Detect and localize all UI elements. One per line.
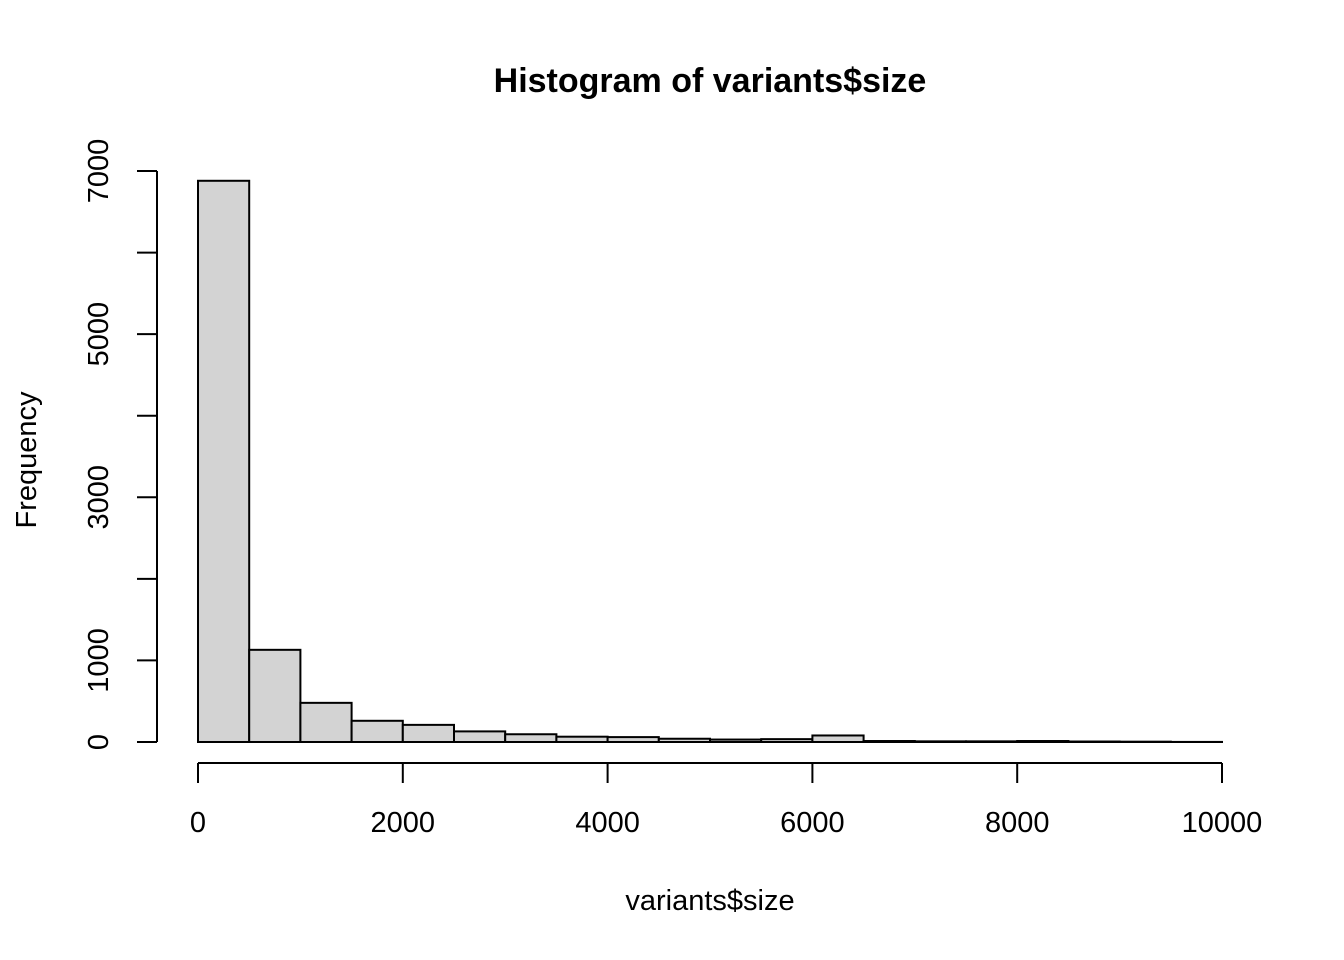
histogram-bar [862,740,916,743]
histogram-bar [760,738,814,744]
x-tick-label: 6000 [780,807,845,839]
histogram-bar [350,719,404,744]
histogram-bars [197,179,1224,744]
histogram-bar [401,723,455,743]
y-axis: 0 1000 3000 5000 7000 [83,139,158,750]
histogram-bar [248,648,302,743]
y-tick-label: 7000 [83,139,115,204]
y-tick-label: 1000 [83,628,115,693]
y-tick-label: 5000 [83,302,115,367]
histogram-bar [709,738,763,743]
y-tick-label: 0 [83,734,115,750]
x-tick-label: 8000 [985,807,1050,839]
histogram-bar [965,740,1019,743]
x-tick-label: 10000 [1182,807,1263,839]
x-tick-label: 4000 [575,807,640,839]
histogram-bar [504,733,558,744]
histogram-bar [555,735,609,744]
histogram-bar [299,701,353,743]
histogram-bar [811,734,865,744]
x-tick-label: 0 [190,807,206,839]
histogram-bar [453,730,507,743]
x-tick-label: 2000 [371,807,436,839]
y-axis-label: Frequency [11,391,43,529]
histogram-bar [1016,740,1070,743]
y-tick-label: 3000 [83,465,115,530]
histogram-bar [606,736,660,743]
x-axis: 0 2000 4000 6000 8000 10000 [190,762,1263,839]
x-axis-label: variants$size [625,885,794,917]
histogram-bar [197,179,251,743]
chart-title: Histogram of variants$size [494,62,927,100]
histogram-bar [657,737,711,743]
histogram-bar [913,740,967,743]
